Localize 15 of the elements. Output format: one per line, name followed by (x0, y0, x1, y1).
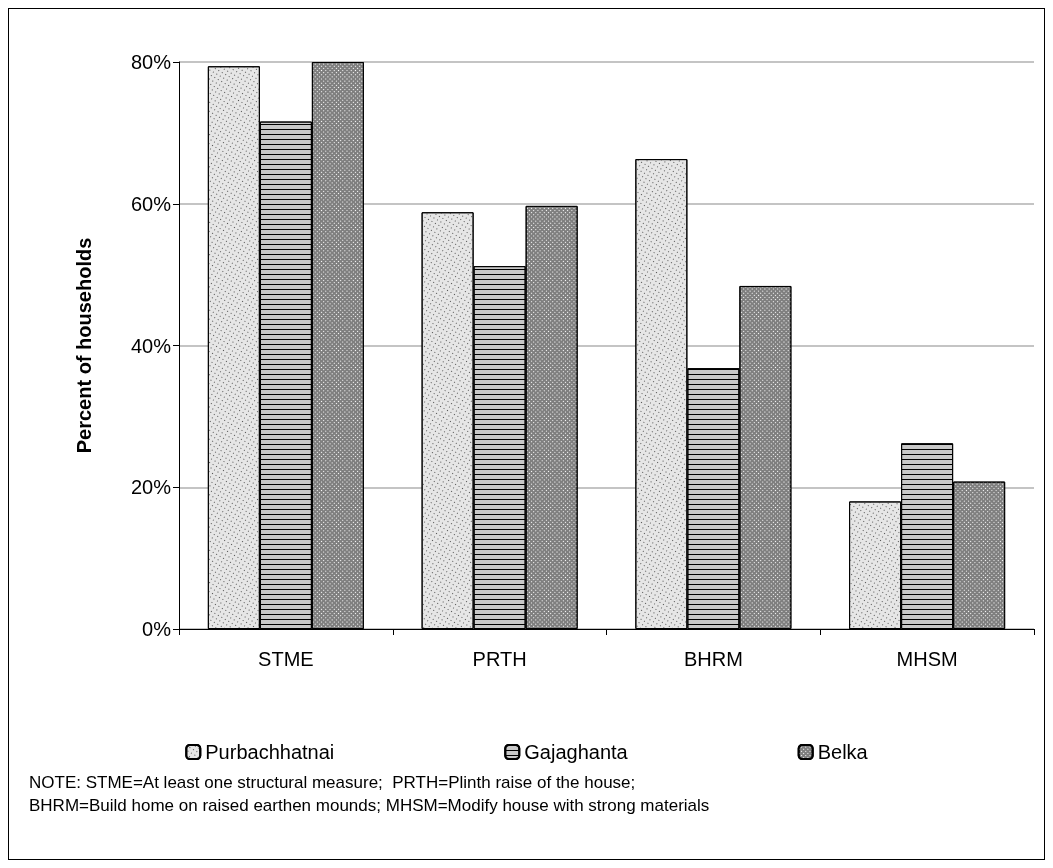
text: BHRM=Build home on raised earthen mounds; MHSM=Modify house with strong materials (29, 796, 710, 815)
y-tick-label: 20% (130, 476, 172, 499)
text: NOTE: STME=At least one structural measure; PRTH=Plinth raise of the house; (29, 773, 636, 792)
y-axis-title: Percent of households (73, 237, 95, 454)
legend-label: Belka (817, 741, 869, 763)
legend-label: Gajaghanta (524, 741, 629, 763)
x-tick-label: PRTH (472, 648, 527, 670)
y-tick-label: 0% (142, 618, 172, 640)
y-tick-label: 60% (130, 192, 172, 215)
y-tick-label: 80% (130, 51, 172, 73)
y-tick-label: 40% (130, 334, 172, 357)
x-tick-label: STME (258, 648, 314, 670)
legend-label: Purbachhatnai (205, 741, 335, 763)
x-tick-label: BHRM (683, 648, 743, 670)
x-tick-label: MHSM (896, 648, 958, 670)
